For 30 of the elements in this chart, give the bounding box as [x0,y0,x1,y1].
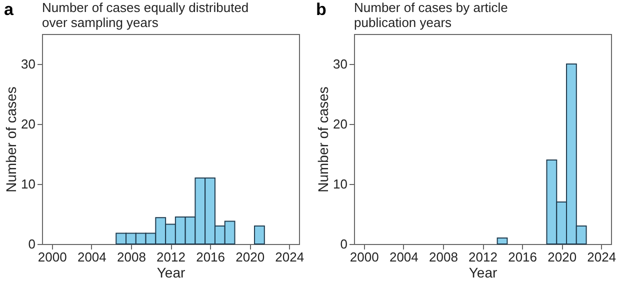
x-tick-label: 2024 [587,250,616,264]
x-axis-title: Year [156,264,186,280]
y-tick-label: 20 [333,116,348,132]
y-axis-title: Number of cases [3,86,20,192]
text: a [4,0,14,20]
x-tick-label: 2012 [156,250,186,264]
y-tick-label: 0 [28,236,36,252]
x-tick-label: 2012 [468,250,498,264]
x-tick-label: 2020 [236,250,265,264]
chart-title: Number of cases equally distributed over sampling years [42,0,249,30]
y-tick-label: 0 [340,236,348,252]
x-tick-label: 2000 [38,250,67,264]
x-tick-label: 2004 [389,250,418,264]
y-tick-label: 10 [21,176,36,192]
x-tick-label: 2008 [429,250,458,264]
y-tick-label: 30 [333,56,348,72]
x-tick-label: 2024 [275,250,304,264]
x-tick-label: 2008 [117,250,146,264]
text: b [316,0,326,20]
x-tick-label: 2016 [196,250,225,264]
x-tick-label: 2020 [548,250,577,264]
y-tick-label: 30 [21,56,36,72]
x-axis-title: Year [468,264,498,280]
x-tick-label: 2000 [350,250,379,264]
x-tick-label: 2016 [508,250,537,264]
y-tick-label: 20 [21,116,36,132]
x-tick-label: 2004 [77,250,106,264]
chart-title: Number of cases by article publication years [354,0,508,30]
y-tick-label: 10 [333,176,348,192]
y-axis-title: Number of cases [315,86,332,192]
